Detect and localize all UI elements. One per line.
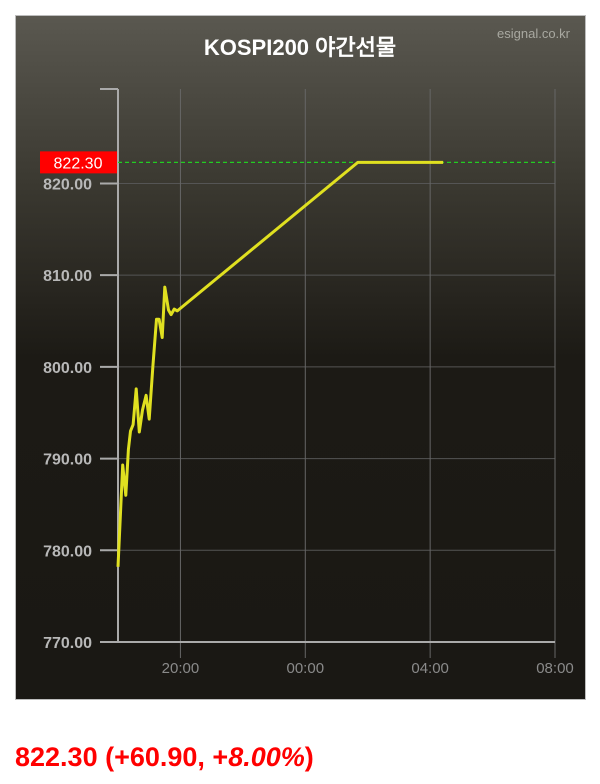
y-tick-label: 770.00 [43,635,92,652]
chart-panel [15,15,586,700]
y-tick-label: 820.00 [43,176,92,193]
summary-price: 822.30 [15,742,98,772]
y-tick-label: 810.00 [43,268,92,285]
summary-change: (+60.90, + [105,742,229,772]
current-price-badge [40,151,117,174]
y-tick-label: 790.00 [43,452,92,469]
summary-percent: 8.00% [228,742,305,772]
x-tick-label: 20:00 [162,660,200,677]
x-tick-label: 04:00 [411,660,449,677]
current-price-label: 822.30 [54,155,103,172]
source-label: esignal.co.kr [497,26,570,41]
chart-title: KOSPI200 야간선물 [203,35,397,60]
line-chart: 820.00 810.00 800.00 790.00 780.00 770.00 20:0… [40,88,574,677]
price-summary: 822.30 (+60.90, +8.00%) [15,742,314,773]
y-tick-label: 780.00 [43,543,92,560]
x-tick-label: 08:00 [536,660,574,677]
summary-close: ) [304,742,314,772]
x-tick-label: 00:00 [287,660,325,677]
y-tick-label: 800.00 [43,360,92,377]
price-line [116,160,444,567]
